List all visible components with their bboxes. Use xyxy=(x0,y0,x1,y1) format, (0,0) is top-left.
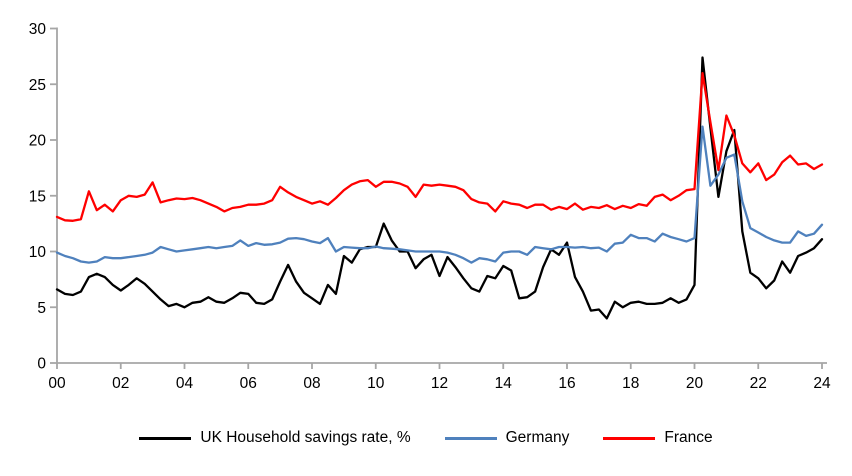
germany-line-swatch xyxy=(444,436,497,440)
germany-legend-label: Germany xyxy=(505,429,570,446)
x-tick-label: 04 xyxy=(176,375,194,392)
uk-line-swatch xyxy=(139,436,192,440)
x-tick-label: 22 xyxy=(750,375,767,392)
uk-line xyxy=(55,56,824,320)
legend-item-france: France xyxy=(603,429,713,447)
chart-legend: UK Household savings rate, % Germany Fra… xyxy=(0,429,852,447)
line-chart-canvas: 0 5 10 15 20 25 30 00 02 04 06 08 10 12 14 16 18 20 22 24 xyxy=(29,21,831,392)
x-tick-label: 00 xyxy=(48,375,66,392)
x-tick-label: 02 xyxy=(112,375,129,392)
y-tick-label: 20 xyxy=(29,133,47,150)
france-line xyxy=(55,71,824,222)
x-tick-label: 08 xyxy=(303,375,320,392)
x-tick-label: 18 xyxy=(622,375,639,392)
x-tick-label: 10 xyxy=(367,375,385,392)
y-tick-label: 25 xyxy=(29,77,46,94)
legend-item-germany: Germany xyxy=(444,429,570,447)
x-tick-label: 06 xyxy=(240,375,257,392)
y-tick-label: 10 xyxy=(29,244,47,261)
france-legend-label: France xyxy=(664,429,713,446)
x-tick-label: 20 xyxy=(686,375,704,392)
germany-line xyxy=(55,125,824,264)
y-tick-label: 15 xyxy=(29,188,46,205)
france-line-swatch xyxy=(603,436,656,440)
legend-item-uk: UK Household savings rate, % xyxy=(139,429,411,447)
x-tick-label: 16 xyxy=(558,375,575,392)
y-tick-label: 30 xyxy=(29,21,47,38)
x-tick-label: 12 xyxy=(431,375,448,392)
y-tick-label: 0 xyxy=(37,356,46,373)
y-tick-label: 5 xyxy=(37,300,46,317)
x-tick-label: 24 xyxy=(813,375,831,392)
uk-legend-label: UK Household savings rate, % xyxy=(200,429,411,446)
x-tick-label: 14 xyxy=(495,375,513,392)
